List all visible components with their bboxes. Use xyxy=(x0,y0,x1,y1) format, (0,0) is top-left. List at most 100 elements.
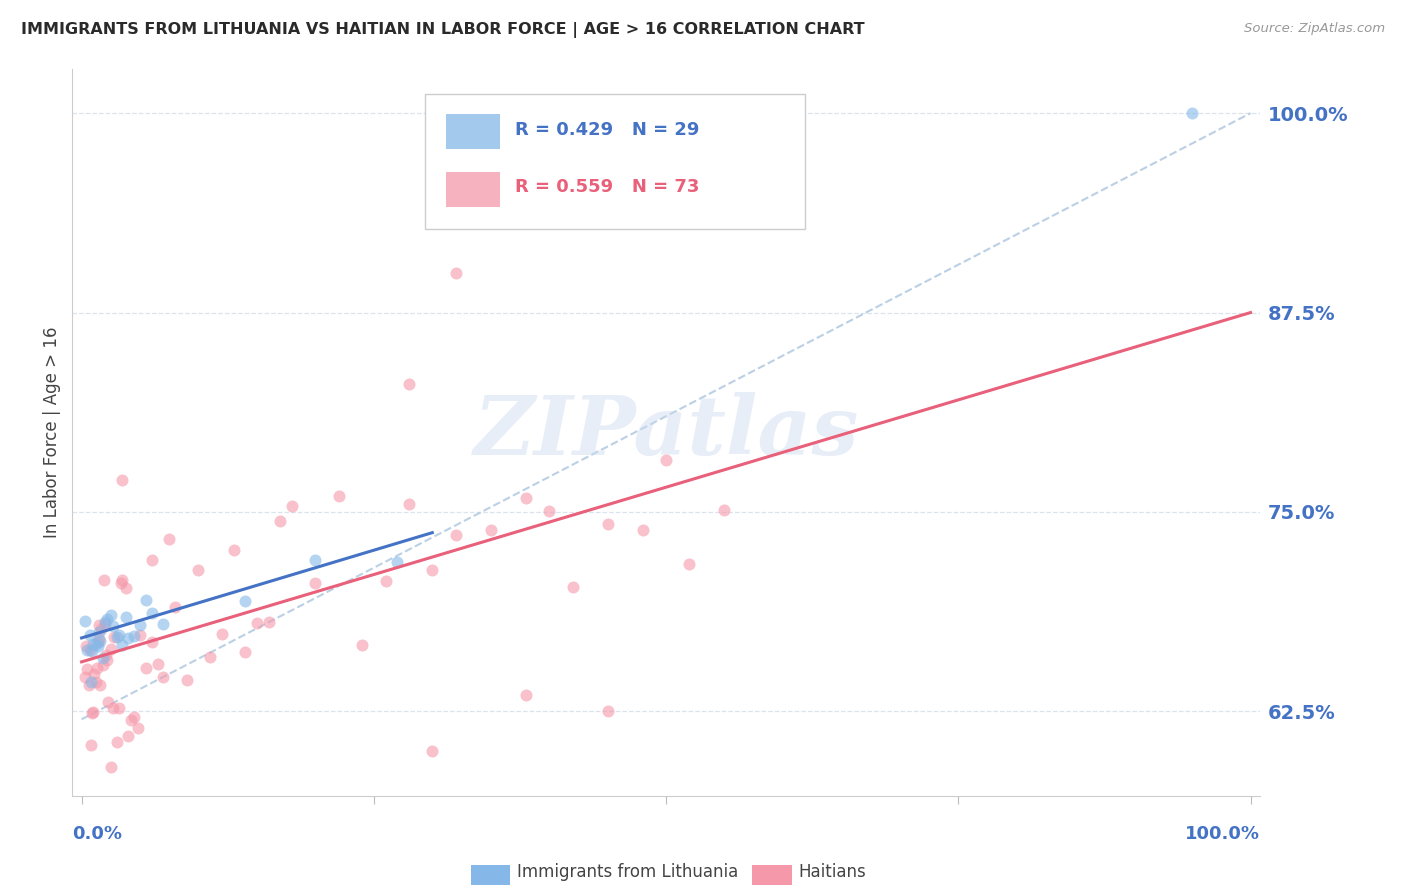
Point xyxy=(111,473,134,487)
Point xyxy=(304,575,326,590)
Point xyxy=(398,497,420,511)
Point xyxy=(596,704,619,718)
Point xyxy=(135,660,157,674)
Point xyxy=(117,631,139,645)
Point xyxy=(89,633,111,648)
Point xyxy=(129,628,152,642)
Point xyxy=(678,557,700,571)
Point xyxy=(444,528,467,542)
Point xyxy=(75,615,97,629)
Point xyxy=(96,653,118,667)
Point xyxy=(631,523,654,537)
Point xyxy=(281,499,304,513)
Point xyxy=(87,625,110,640)
Point xyxy=(1181,106,1204,120)
Point xyxy=(398,377,420,392)
Point xyxy=(97,695,120,709)
Point xyxy=(152,616,174,631)
Point xyxy=(86,661,108,675)
Point xyxy=(233,594,256,608)
Point xyxy=(198,649,221,664)
Point xyxy=(111,573,134,587)
Point xyxy=(127,721,149,735)
Point xyxy=(87,639,110,653)
Point xyxy=(157,532,180,546)
Point xyxy=(103,630,125,644)
Point xyxy=(80,675,103,690)
Point xyxy=(211,627,233,641)
Point xyxy=(87,634,110,648)
Point xyxy=(246,615,269,630)
FancyBboxPatch shape xyxy=(446,113,499,149)
Point xyxy=(152,670,174,684)
Point xyxy=(87,632,110,646)
Point xyxy=(94,648,117,663)
Text: R = 0.429   N = 29: R = 0.429 N = 29 xyxy=(515,121,700,139)
Point xyxy=(82,706,104,720)
Point xyxy=(84,637,107,651)
Point xyxy=(94,616,117,631)
Point xyxy=(80,738,103,752)
Text: ZIPatlas: ZIPatlas xyxy=(474,392,859,472)
Point xyxy=(374,574,396,589)
Point xyxy=(82,644,104,658)
Point xyxy=(115,582,138,596)
Point xyxy=(77,678,100,692)
Point xyxy=(122,628,145,642)
Point xyxy=(90,622,112,636)
Point xyxy=(110,576,132,591)
FancyBboxPatch shape xyxy=(425,94,806,228)
Point xyxy=(122,710,145,724)
Point xyxy=(76,643,98,657)
Point xyxy=(655,453,678,467)
Point xyxy=(187,563,209,577)
Point xyxy=(100,607,122,622)
Point xyxy=(352,638,374,652)
Point xyxy=(257,615,280,629)
Point xyxy=(96,612,118,626)
Text: Source: ZipAtlas.com: Source: ZipAtlas.com xyxy=(1244,22,1385,36)
Point xyxy=(84,674,107,689)
Text: Haitians: Haitians xyxy=(799,863,866,881)
Point xyxy=(420,563,443,577)
Point xyxy=(100,641,122,656)
Point xyxy=(111,638,134,652)
Point xyxy=(141,553,163,567)
Point xyxy=(515,689,537,703)
FancyBboxPatch shape xyxy=(446,172,499,207)
Point xyxy=(328,489,350,503)
Point xyxy=(141,606,163,620)
Point xyxy=(87,618,110,632)
Point xyxy=(117,729,139,743)
Point xyxy=(108,701,131,715)
Point xyxy=(91,657,114,672)
Point xyxy=(222,543,245,558)
Point xyxy=(120,714,142,728)
Point xyxy=(129,617,152,632)
Text: Immigrants from Lithuania: Immigrants from Lithuania xyxy=(517,863,738,881)
Point xyxy=(75,639,97,653)
Point xyxy=(515,491,537,505)
Point xyxy=(304,553,326,567)
Point xyxy=(108,628,131,642)
Y-axis label: In Labor Force | Age > 16: In Labor Force | Age > 16 xyxy=(44,326,60,538)
Point xyxy=(115,610,138,624)
Point xyxy=(713,503,735,517)
Point xyxy=(596,517,619,532)
Point xyxy=(385,555,408,569)
Point xyxy=(233,645,256,659)
Text: R = 0.559   N = 73: R = 0.559 N = 73 xyxy=(515,178,700,196)
Point xyxy=(82,705,104,719)
Point xyxy=(75,670,97,684)
Point xyxy=(135,592,157,607)
Point xyxy=(105,735,128,749)
Point xyxy=(91,651,114,665)
Point xyxy=(420,744,443,758)
Text: 0.0%: 0.0% xyxy=(72,825,122,843)
Point xyxy=(561,580,583,594)
Text: 100.0%: 100.0% xyxy=(1185,825,1260,843)
Point xyxy=(105,630,128,644)
Text: IMMIGRANTS FROM LITHUANIA VS HAITIAN IN LABOR FORCE | AGE > 16 CORRELATION CHART: IMMIGRANTS FROM LITHUANIA VS HAITIAN IN … xyxy=(21,22,865,38)
Point xyxy=(141,635,163,649)
Point xyxy=(79,642,101,657)
